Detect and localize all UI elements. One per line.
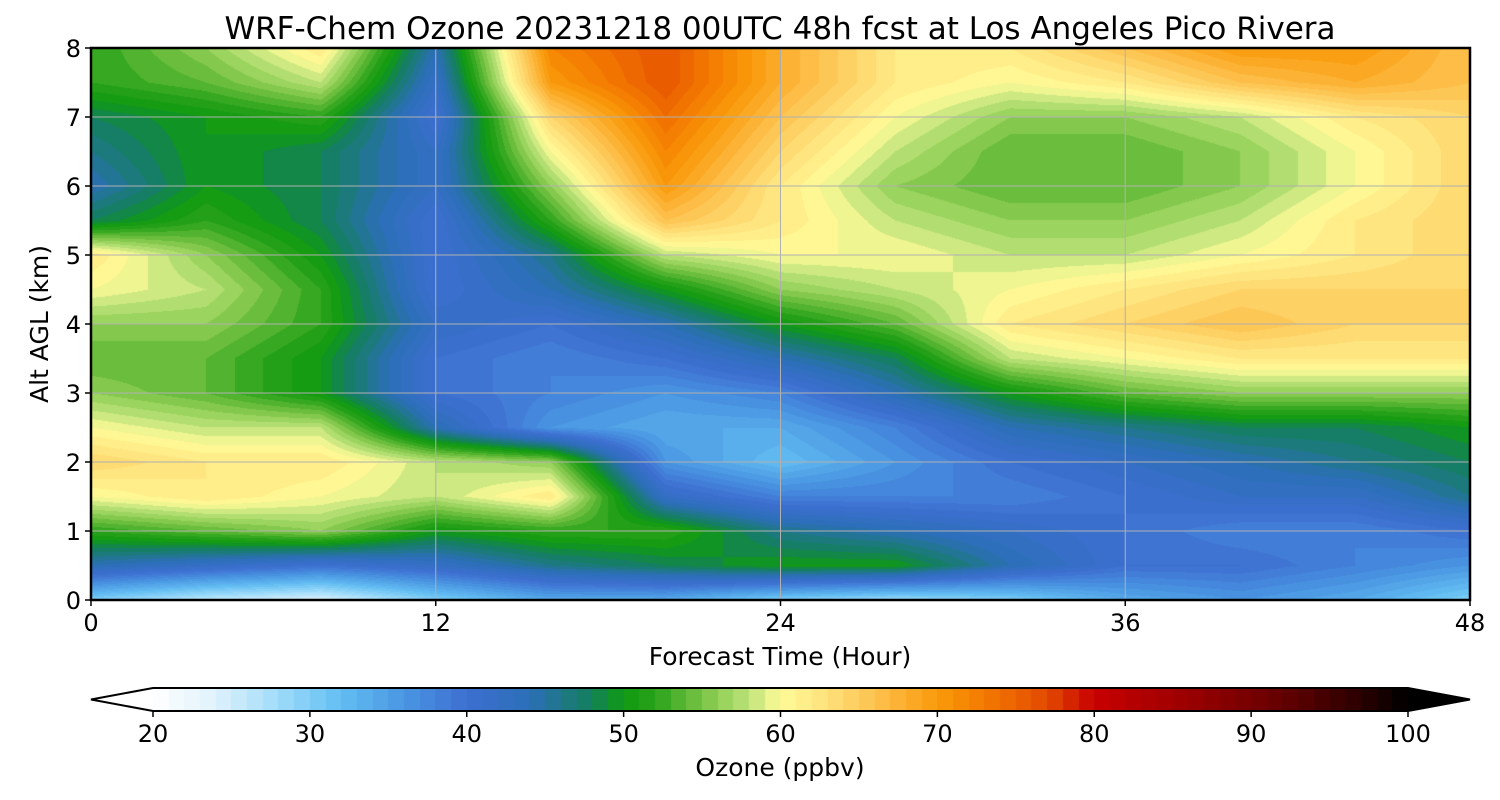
x-tick-label: 48 <box>1455 609 1486 637</box>
x-tick-label: 36 <box>1110 609 1141 637</box>
colorbar-min-extension <box>91 688 153 711</box>
y-tick-label: 2 <box>66 449 81 477</box>
y-tick-label: 6 <box>66 173 81 201</box>
colorbar-tick-label: 80 <box>1079 720 1110 748</box>
y-tick-label: 3 <box>66 380 81 408</box>
y-axis-label: Alt AGL (km) <box>25 245 54 403</box>
x-axis-ticks: 0 12 24 36 48 <box>83 600 1485 637</box>
y-axis-ticks: 0 1 2 3 4 5 6 7 8 <box>66 35 91 615</box>
x-tick-label: 12 <box>420 609 451 637</box>
colorbar-tick-label: 40 <box>451 720 482 748</box>
y-tick-label: 8 <box>66 35 81 63</box>
colorbar-tick-label: 100 <box>1385 720 1431 748</box>
colorbar-tick-label: 60 <box>765 720 796 748</box>
colorbar-gradient <box>153 688 1408 711</box>
y-tick-label: 1 <box>66 518 81 546</box>
y-tick-label: 5 <box>66 242 81 270</box>
colorbar: 20 30 40 50 60 70 80 90 100 <box>90 687 1471 748</box>
colorbar-tick-label: 50 <box>608 720 639 748</box>
colorbar-tick-label: 70 <box>922 720 953 748</box>
colorbar-tick-label: 20 <box>138 720 169 748</box>
colorbar-tick-label: 30 <box>295 720 326 748</box>
colorbar-tick-label: 90 <box>1236 720 1267 748</box>
x-tick-label: 0 <box>83 609 98 637</box>
y-tick-label: 4 <box>66 311 81 339</box>
y-tick-label: 7 <box>66 104 81 132</box>
plot-area <box>89 46 1472 602</box>
chart-title: WRF-Chem Ozone 20231218 00UTC 48h fcst a… <box>224 11 1335 47</box>
colorbar-label: Ozone (ppbv) <box>695 753 864 782</box>
colorbar-ticks: 20 30 40 50 60 70 80 90 100 <box>138 711 1431 748</box>
x-tick-label: 24 <box>765 609 796 637</box>
x-axis-label: Forecast Time (Hour) <box>649 642 912 671</box>
y-tick-label: 0 <box>66 587 81 615</box>
colorbar-max-extension <box>1408 688 1470 711</box>
